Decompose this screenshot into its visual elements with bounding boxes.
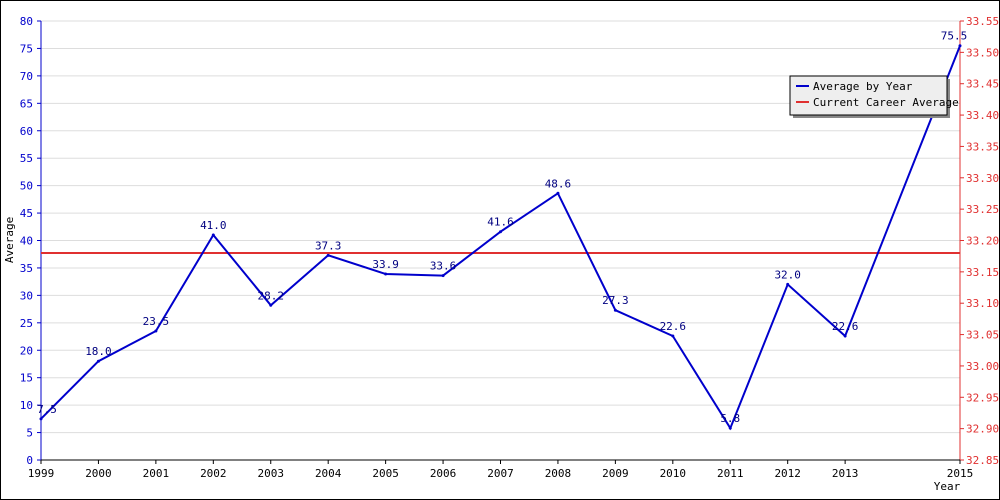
data-label: 18.0 <box>85 345 112 358</box>
left-tick-label: 75 <box>20 42 33 55</box>
right-tick-label: 33.55 <box>966 15 999 28</box>
left-tick-label: 35 <box>20 262 33 275</box>
x-tick-label: 2001 <box>143 467 170 480</box>
left-tick-label: 55 <box>20 152 33 165</box>
data-label: 22.6 <box>660 320 687 333</box>
left-tick-label: 0 <box>26 454 33 467</box>
left-tick-label: 25 <box>20 317 33 330</box>
data-point <box>786 282 790 286</box>
data-point <box>211 233 215 237</box>
data-point <box>499 230 502 234</box>
left-tick-label: 15 <box>20 372 33 385</box>
x-tick-label: 2010 <box>660 467 687 480</box>
right-tick-label: 32.90 <box>966 423 999 436</box>
right-tick-label: 33.00 <box>966 360 999 373</box>
right-tick-label: 33.05 <box>966 329 999 342</box>
x-axis-title: Year <box>934 480 961 493</box>
x-tick-label: 2002 <box>200 467 227 480</box>
x-tick-label: 2006 <box>430 467 457 480</box>
left-tick-label: 60 <box>20 125 33 138</box>
left-tick-label: 70 <box>20 70 33 83</box>
data-label: 48.6 <box>545 177 572 190</box>
data-label: 75.5 <box>941 30 968 43</box>
data-label: 22.6 <box>832 320 859 333</box>
data-label: 33.6 <box>430 260 457 273</box>
average-by-year-line <box>40 45 961 431</box>
legend-label-average-by-year: Average by Year <box>813 80 913 93</box>
tick-labels: 0 5 10 15 20 25 30 35 40 45 50 55 60 65 70 75 80 32.85 32.… <box>20 15 999 480</box>
data-label: 27.3 <box>602 294 629 307</box>
data-point <box>154 329 158 333</box>
right-tick-label: 33.10 <box>966 297 999 310</box>
x-tick-label: 2015 <box>947 467 974 480</box>
x-tick-label: 2013 <box>832 467 859 480</box>
data-point <box>384 272 388 276</box>
x-tick-label: 2003 <box>258 467 285 480</box>
right-tick-label: 33.15 <box>966 266 999 279</box>
data-label: 5.8 <box>720 412 740 425</box>
data-point <box>728 426 732 430</box>
left-tick-label: 65 <box>20 97 33 110</box>
data-point <box>39 417 43 421</box>
left-tick-label: 45 <box>20 207 33 220</box>
x-tick-label: 2011 <box>717 467 744 480</box>
right-tick-label: 33.25 <box>966 203 999 216</box>
x-tick-label: 2007 <box>487 467 514 480</box>
x-tick-label: 2000 <box>85 467 112 480</box>
right-tick-label: 32.85 <box>966 454 999 467</box>
data-point <box>843 334 847 338</box>
x-tick-label: 2004 <box>315 467 342 480</box>
series <box>39 44 962 431</box>
data-labels: 7.5 18.0 23.5 41.0 28.2 37.3 33.9 33.6 41.6 48.6 2… <box>37 30 967 425</box>
data-point <box>326 253 330 257</box>
x-tick-label: 1999 <box>28 467 55 480</box>
left-tick-label: 80 <box>20 15 33 28</box>
data-label: 41.0 <box>200 219 227 232</box>
left-tick-label: 20 <box>20 344 33 357</box>
y-axis-title: Average <box>3 217 16 263</box>
data-label: 28.2 <box>258 289 285 302</box>
right-tick-label: 33.20 <box>966 235 999 248</box>
data-point <box>556 191 560 195</box>
left-tick-label: 10 <box>20 399 33 412</box>
left-tick-label: 50 <box>20 180 33 193</box>
data-point <box>441 274 445 278</box>
axes <box>37 20 964 464</box>
data-label: 23.5 <box>143 315 170 328</box>
left-tick-label: 30 <box>20 289 33 302</box>
legend: Average by Year Current Career Average <box>789 75 959 118</box>
left-tick-label: 5 <box>26 427 33 440</box>
right-tick-label: 33.45 <box>966 78 999 91</box>
x-tick-label: 2005 <box>372 467 399 480</box>
legend-box <box>789 75 948 116</box>
right-tick-label: 33.35 <box>966 140 999 153</box>
legend-label-current-career-average: Current Career Average <box>813 96 959 109</box>
x-tick-label: 2008 <box>545 467 572 480</box>
right-tick-label: 33.30 <box>966 172 999 185</box>
data-point <box>958 44 962 48</box>
data-label: 7.5 <box>37 403 57 416</box>
data-label: 37.3 <box>315 239 342 252</box>
data-point <box>269 303 273 307</box>
right-tick-label: 33.50 <box>966 46 999 59</box>
right-tick-label: 33.40 <box>966 109 999 122</box>
data-label: 41.6 <box>487 216 514 229</box>
data-label: 33.9 <box>372 258 399 271</box>
data-point <box>671 334 675 338</box>
data-point <box>96 359 100 363</box>
x-tick-label: 2009 <box>602 467 629 480</box>
right-tick-label: 32.95 <box>966 391 999 404</box>
left-tick-label: 40 <box>20 235 33 248</box>
data-point <box>613 308 617 312</box>
x-tick-label: 2012 <box>774 467 801 480</box>
data-label: 32.0 <box>774 268 801 281</box>
